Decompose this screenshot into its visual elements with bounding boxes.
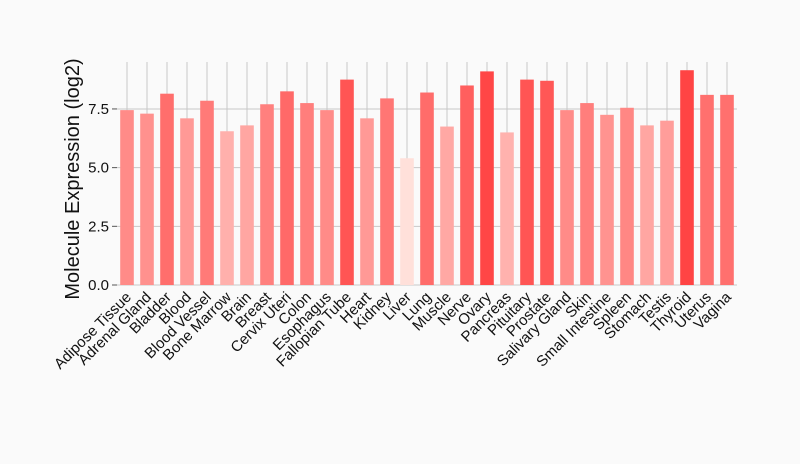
bar [720,94,734,285]
bar [400,158,414,285]
bar [260,104,274,286]
y-tick-label: 5.0 [88,160,109,177]
bar-layer [120,70,734,286]
bar [240,125,254,286]
bar [560,110,574,285]
bar [440,126,454,285]
bar [280,91,294,285]
bar [380,98,394,285]
bar [640,125,654,286]
bar [160,93,174,285]
bar [120,110,134,285]
bar [500,132,514,285]
bar [200,100,214,285]
bar [620,107,634,285]
bar [660,120,674,286]
bar [320,110,334,285]
bar [420,92,434,285]
y-axis-title: Molecule Expression (log2) [62,58,84,299]
bar [600,114,614,285]
bar [340,79,354,286]
y-tick-label: 0.0 [88,277,109,294]
bar [220,131,234,285]
bar [480,71,494,286]
bar [460,85,474,285]
bar [360,118,374,285]
bar [520,79,534,286]
y-tick-label: 7.5 [88,101,109,118]
y-tick-label: 2.5 [88,218,109,235]
bar [300,103,314,285]
bar [700,94,714,285]
bar [140,113,154,285]
bar [540,80,554,285]
bar [680,70,694,285]
bar [580,103,594,285]
bar [180,118,194,285]
